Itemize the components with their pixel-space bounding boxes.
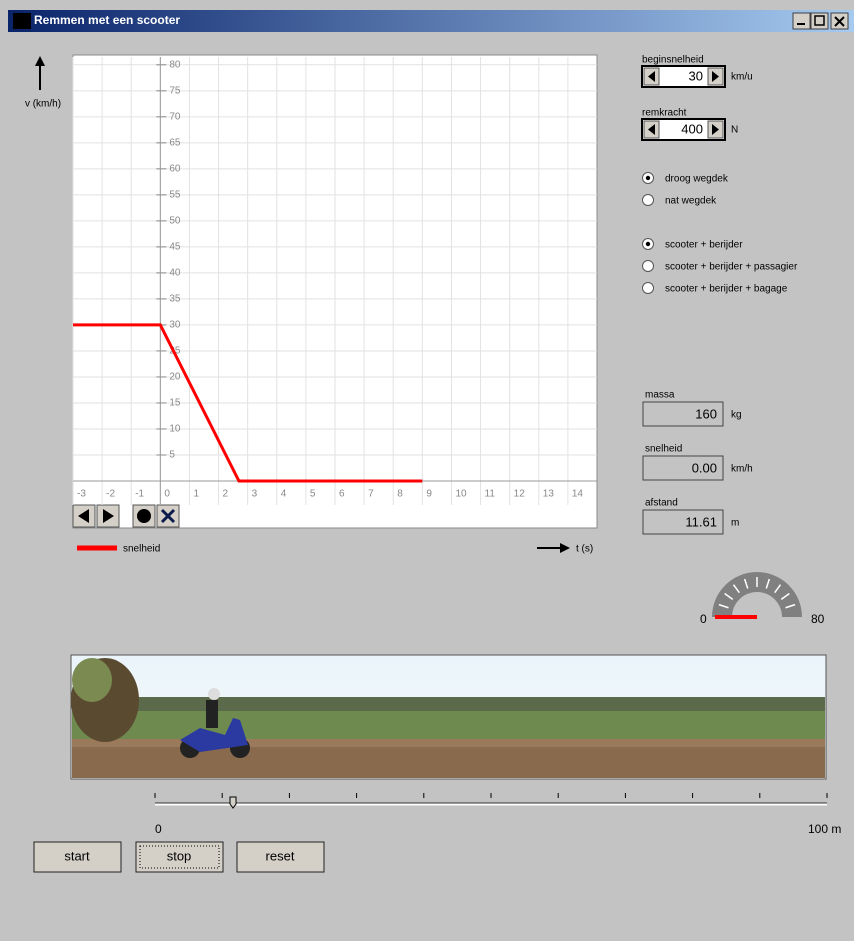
radio-dot (646, 242, 650, 246)
y-tick-label: 65 (169, 137, 181, 148)
y-tick-label: 15 (169, 398, 181, 409)
output-value: 160 (695, 406, 717, 421)
gauge-min: 0 (700, 612, 707, 626)
output-label: snelheid (645, 444, 682, 455)
x-arrow-head (560, 543, 570, 553)
x-tick-label: 9 (426, 489, 432, 500)
input-label: beginsnelheid (642, 55, 704, 66)
x-tick-label: 4 (281, 489, 287, 500)
slider-track (155, 803, 827, 804)
window-title: Remmen met een scooter (34, 13, 180, 27)
y-tick-label: 75 (169, 85, 181, 96)
x-tick-label: 5 (310, 489, 316, 500)
radio-button[interactable] (643, 261, 654, 272)
output-value: 11.61 (685, 514, 717, 529)
input-label: remkracht (642, 108, 687, 119)
output-unit: kg (731, 410, 742, 421)
radio-label[interactable]: scooter + berijder + bagage (665, 284, 788, 295)
x-tick-label: 3 (252, 489, 258, 500)
x-tick-label: -2 (106, 489, 115, 500)
x-tick-label: -3 (77, 489, 86, 500)
y-tick-label: 45 (169, 242, 181, 253)
x-tick-label: 11 (485, 489, 496, 500)
y-tick-label: 20 (169, 372, 181, 383)
radio-label[interactable]: scooter + berijder (665, 240, 743, 251)
y-tick-label: 55 (169, 190, 181, 201)
slider-min: 0 (155, 822, 162, 836)
input-unit: N (731, 125, 738, 136)
x-tick-label: 6 (339, 489, 345, 500)
y-tick-label: 70 (169, 111, 181, 122)
x-tick-label: 13 (543, 489, 555, 500)
y-tick-label: 80 (169, 59, 181, 70)
radio-label[interactable]: scooter + berijder + passagier (665, 262, 798, 273)
y-tick-label: 5 (169, 450, 175, 461)
y-tick-label: 40 (169, 268, 181, 279)
button-label[interactable]: start (64, 848, 90, 863)
output-unit: km/h (731, 464, 753, 475)
x-tick-label: 8 (397, 489, 403, 500)
x-axis-label: t (s) (576, 544, 593, 555)
output-unit: m (731, 518, 739, 529)
radio-label[interactable]: nat wegdek (665, 196, 717, 207)
x-tick-label: 1 (193, 489, 199, 500)
slider-thumb[interactable] (230, 797, 236, 808)
slider-max: 100 m (808, 822, 841, 836)
output-label: afstand (645, 498, 678, 509)
output-value: 0.00 (692, 460, 717, 475)
y-tick-label: 30 (169, 320, 181, 331)
input-unit: km/u (731, 72, 753, 83)
road-scene (71, 655, 826, 779)
app-icon (13, 13, 31, 29)
button-label[interactable]: reset (266, 848, 295, 863)
x-tick-label: 12 (514, 489, 526, 500)
x-tick-label: 0 (164, 489, 170, 500)
radio-dot (646, 176, 650, 180)
input-value: 400 (681, 121, 703, 136)
y-tick-label: 60 (169, 163, 181, 174)
x-tick-label: 2 (223, 489, 229, 500)
radio-label[interactable]: droog wegdek (665, 174, 729, 185)
legend-label: snelheid (123, 544, 160, 555)
x-tick-label: -1 (135, 489, 144, 500)
window: Remmen met een scooter v (km/h) t (s) (0, 0, 854, 936)
radio-button[interactable] (643, 195, 654, 206)
output-label: massa (645, 390, 675, 401)
x-tick-label: 14 (572, 489, 584, 500)
radio-button[interactable] (643, 283, 654, 294)
gauge-max: 80 (811, 612, 825, 626)
window-buttons[interactable] (793, 13, 848, 29)
y-tick-label: 10 (169, 424, 181, 435)
button-label[interactable]: stop (167, 848, 192, 863)
x-tick-label: 7 (368, 489, 374, 500)
y-tick-label: 50 (169, 216, 181, 227)
y-axis-label: v (km/h) (25, 99, 61, 110)
y-tick-label: 35 (169, 294, 181, 305)
y-arrow-head (35, 56, 45, 66)
x-tick-label: 10 (455, 489, 467, 500)
input-value: 30 (689, 68, 703, 83)
